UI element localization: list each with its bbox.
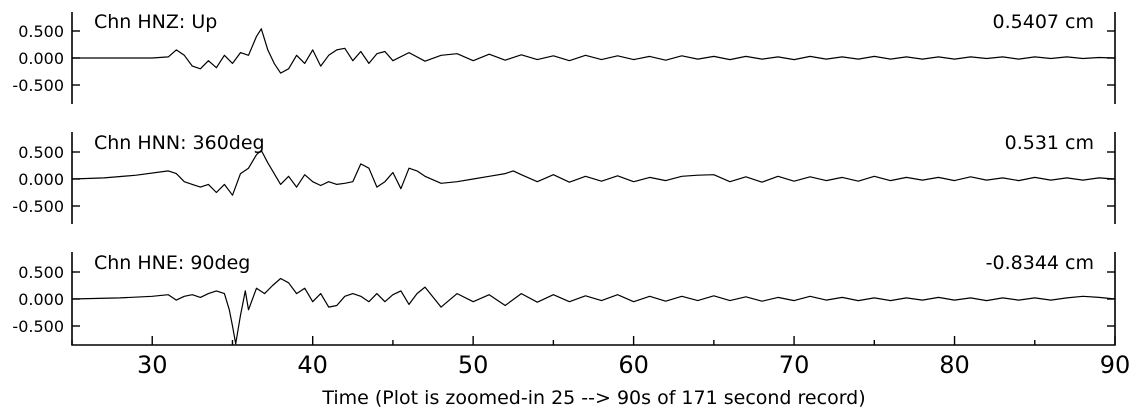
panel-hnn-ytick-label: 0.500 xyxy=(18,143,64,162)
x-tick-label: 50 xyxy=(458,351,489,379)
x-tick-label: 90 xyxy=(1100,351,1131,379)
panel-hnz-y-ticks: 0.500 0.000 -0.500 xyxy=(12,22,1115,95)
panel-hnz-ytick-label: -0.500 xyxy=(12,76,64,95)
panel-hnn-peak-label: 0.531 cm xyxy=(1005,132,1094,154)
panel-hnn: 0.500 0.000 -0.500 Chn HNN: 360deg 0.531… xyxy=(12,132,1116,224)
panel-hne-trace xyxy=(71,277,1116,345)
x-tick-label: 70 xyxy=(779,351,810,379)
panel-hne-ytick-label: 0.500 xyxy=(18,263,64,282)
panel-hne-y-ticks: 0.500 0.000 -0.500 xyxy=(12,263,1115,336)
panel-hnn-ytick-label: -0.500 xyxy=(12,197,64,216)
x-tick-label: 80 xyxy=(939,351,970,379)
x-axis-label: Time (Plot is zoomed-in 25 --> 90s of 17… xyxy=(321,387,865,409)
panel-hne: 0.500 0.000 -0.500 Chn HNE: 90deg -0.834… xyxy=(12,252,1116,346)
x-tick-label: 60 xyxy=(618,351,649,379)
panel-hnn-ytick-label: 0.000 xyxy=(18,170,64,189)
panel-hnz-ytick-label: 0.000 xyxy=(18,49,64,68)
panel-hnn-title: Chn HNN: 360deg xyxy=(94,132,265,154)
panel-hnn-trace xyxy=(71,149,1116,196)
panel-hne-title: Chn HNE: 90deg xyxy=(94,252,250,274)
panel-hnz-title: Chn HNZ: Up xyxy=(94,11,217,33)
panel-hnn-y-ticks: 0.500 0.000 -0.500 xyxy=(12,143,1115,216)
panel-hne-peak-label: -0.8344 cm xyxy=(986,252,1094,274)
panel-hnz: 0.500 0.000 -0.500 Chn HNZ: Up 0.5407 cm xyxy=(12,11,1116,104)
panel-hnz-peak-label: 0.5407 cm xyxy=(993,11,1094,33)
panel-hnz-ytick-label: 0.500 xyxy=(18,22,64,41)
x-tick-label: 40 xyxy=(297,351,328,379)
panel-hne-ytick-label: -0.500 xyxy=(12,317,64,336)
panel-hne-ytick-label: 0.000 xyxy=(18,290,64,309)
panel-hnz-trace xyxy=(72,28,1116,74)
x-tick-label: 30 xyxy=(137,351,168,379)
x-axis: 30 40 50 60 70 80 90 xyxy=(71,336,1131,379)
